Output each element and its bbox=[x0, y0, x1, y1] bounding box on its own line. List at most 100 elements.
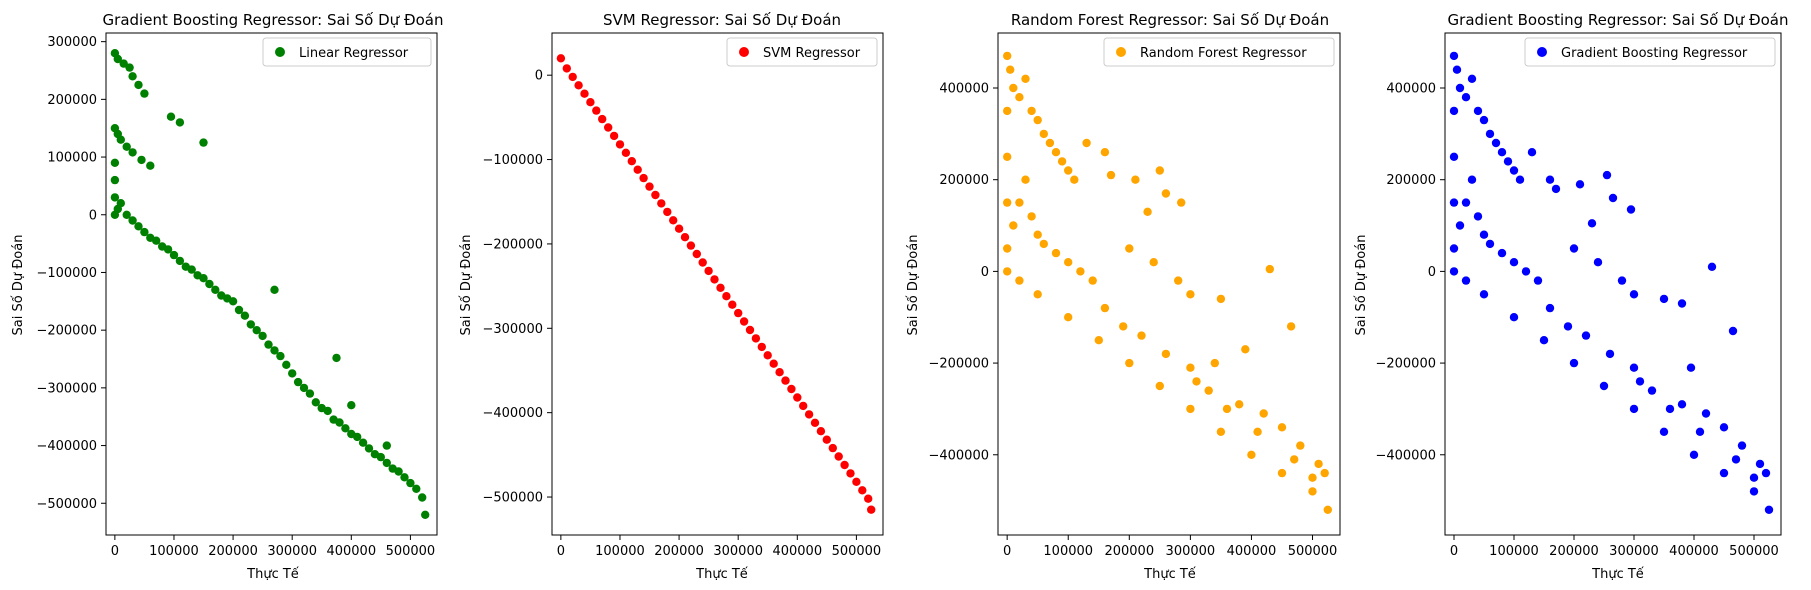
data-point bbox=[1308, 487, 1317, 496]
legend-label: Random Forest Regressor bbox=[1140, 46, 1307, 61]
data-point bbox=[1569, 358, 1579, 368]
plot-frame bbox=[1444, 32, 1782, 536]
data-point bbox=[680, 233, 690, 242]
data-point bbox=[119, 59, 128, 68]
data-point bbox=[1626, 205, 1636, 214]
data-point bbox=[1186, 290, 1195, 299]
data-point bbox=[116, 199, 126, 208]
data-point bbox=[187, 265, 196, 274]
data-point bbox=[1731, 455, 1741, 464]
data-point bbox=[353, 432, 362, 442]
panel-1-content: 0 100000 200000 300000 400000 500000 −500000 −4… bbox=[36, 32, 438, 559]
legend-label: Linear Regressor bbox=[299, 46, 409, 61]
legend: SVM Regressor bbox=[726, 37, 878, 67]
data-point bbox=[1485, 129, 1495, 139]
data-point bbox=[867, 505, 876, 514]
data-point bbox=[757, 342, 766, 352]
data-point bbox=[1253, 427, 1262, 436]
data-point bbox=[1045, 138, 1055, 148]
data-point bbox=[1125, 358, 1134, 368]
y-tick-label: 200000 bbox=[939, 173, 989, 188]
data-point bbox=[556, 54, 566, 63]
y-tick-label: −200000 bbox=[36, 324, 97, 339]
data-point bbox=[1033, 230, 1042, 239]
data-point bbox=[657, 199, 666, 208]
data-point bbox=[146, 161, 155, 170]
data-point bbox=[1088, 276, 1097, 285]
data-point bbox=[1545, 175, 1555, 184]
data-point bbox=[1051, 248, 1061, 258]
y-tick-label: −100000 bbox=[36, 266, 97, 281]
data-point bbox=[1039, 129, 1049, 139]
data-point bbox=[751, 334, 761, 343]
y-tick-label: 0 bbox=[535, 69, 543, 84]
data-point bbox=[382, 458, 391, 468]
data-point bbox=[692, 249, 701, 259]
scatter-points bbox=[110, 49, 430, 519]
data-point bbox=[1749, 487, 1759, 496]
y-tick-label: −500000 bbox=[482, 491, 543, 506]
data-point bbox=[1070, 175, 1079, 184]
data-point bbox=[163, 245, 173, 254]
data-point bbox=[293, 377, 303, 387]
data-point bbox=[1076, 267, 1085, 276]
data-point bbox=[1015, 276, 1024, 285]
data-point bbox=[799, 401, 808, 411]
data-point bbox=[1737, 441, 1747, 450]
data-point bbox=[125, 63, 134, 72]
data-point bbox=[669, 216, 678, 225]
chart-title: Gradient Boosting Regressor: Sai Số Dự Đ… bbox=[1448, 11, 1789, 29]
data-point bbox=[1479, 115, 1489, 125]
data-point bbox=[1119, 322, 1128, 331]
y-axis-label: Sai Số Dự Đoán bbox=[1354, 235, 1369, 336]
data-point bbox=[1527, 148, 1537, 157]
data-point bbox=[728, 300, 737, 309]
data-point bbox=[246, 320, 255, 329]
data-point bbox=[1003, 51, 1012, 61]
x-tick-label: 0 bbox=[1450, 544, 1458, 559]
x-tick-label: 100000 bbox=[149, 544, 199, 559]
data-point bbox=[1216, 427, 1226, 436]
data-point bbox=[240, 311, 250, 320]
data-point bbox=[152, 236, 161, 245]
data-point bbox=[134, 80, 143, 90]
data-point bbox=[282, 360, 291, 369]
data-point bbox=[834, 452, 843, 461]
x-tick-label: 500000 bbox=[1729, 544, 1779, 559]
data-point bbox=[1455, 83, 1465, 93]
data-point bbox=[615, 140, 625, 149]
data-point bbox=[1593, 258, 1603, 267]
panel-2-content: 0 100000 200000 300000 400000 500000 −500000 −4… bbox=[482, 32, 884, 559]
data-point bbox=[116, 135, 126, 144]
data-point bbox=[645, 182, 654, 191]
y-tick-label: −200000 bbox=[928, 357, 989, 372]
data-point bbox=[1503, 157, 1513, 166]
panel-2: SVM Regressor: Sai Số Dự Đoán Thực Tế Sa… bbox=[459, 11, 884, 582]
chart-title: SVM Regressor: Sai Số Dự Đoán bbox=[603, 11, 841, 29]
data-point bbox=[722, 292, 731, 301]
plot-frame bbox=[551, 32, 884, 536]
data-point bbox=[698, 258, 707, 267]
data-point bbox=[1629, 363, 1639, 372]
data-point bbox=[1605, 349, 1615, 359]
data-point bbox=[1003, 244, 1012, 253]
data-point bbox=[1009, 83, 1018, 93]
data-point bbox=[858, 486, 867, 495]
data-point bbox=[276, 351, 285, 361]
legend: Random Forest Regressor bbox=[1103, 37, 1335, 67]
panel-4-content: 0 100000 200000 300000 400000 500000 −400000 −2… bbox=[1375, 32, 1782, 559]
data-point bbox=[604, 123, 613, 132]
data-point bbox=[1027, 106, 1036, 116]
data-point bbox=[1021, 74, 1030, 84]
data-point bbox=[609, 131, 619, 141]
data-point bbox=[1602, 170, 1612, 180]
data-point bbox=[1467, 74, 1477, 84]
data-point bbox=[734, 308, 743, 318]
data-point bbox=[1039, 239, 1049, 249]
x-tick-label: 300000 bbox=[267, 544, 317, 559]
data-point bbox=[1106, 170, 1116, 180]
x-tick-label: 400000 bbox=[772, 544, 822, 559]
legend-label: Gradient Boosting Regressor bbox=[1561, 46, 1748, 61]
data-point bbox=[1143, 207, 1152, 216]
data-point bbox=[406, 478, 415, 488]
